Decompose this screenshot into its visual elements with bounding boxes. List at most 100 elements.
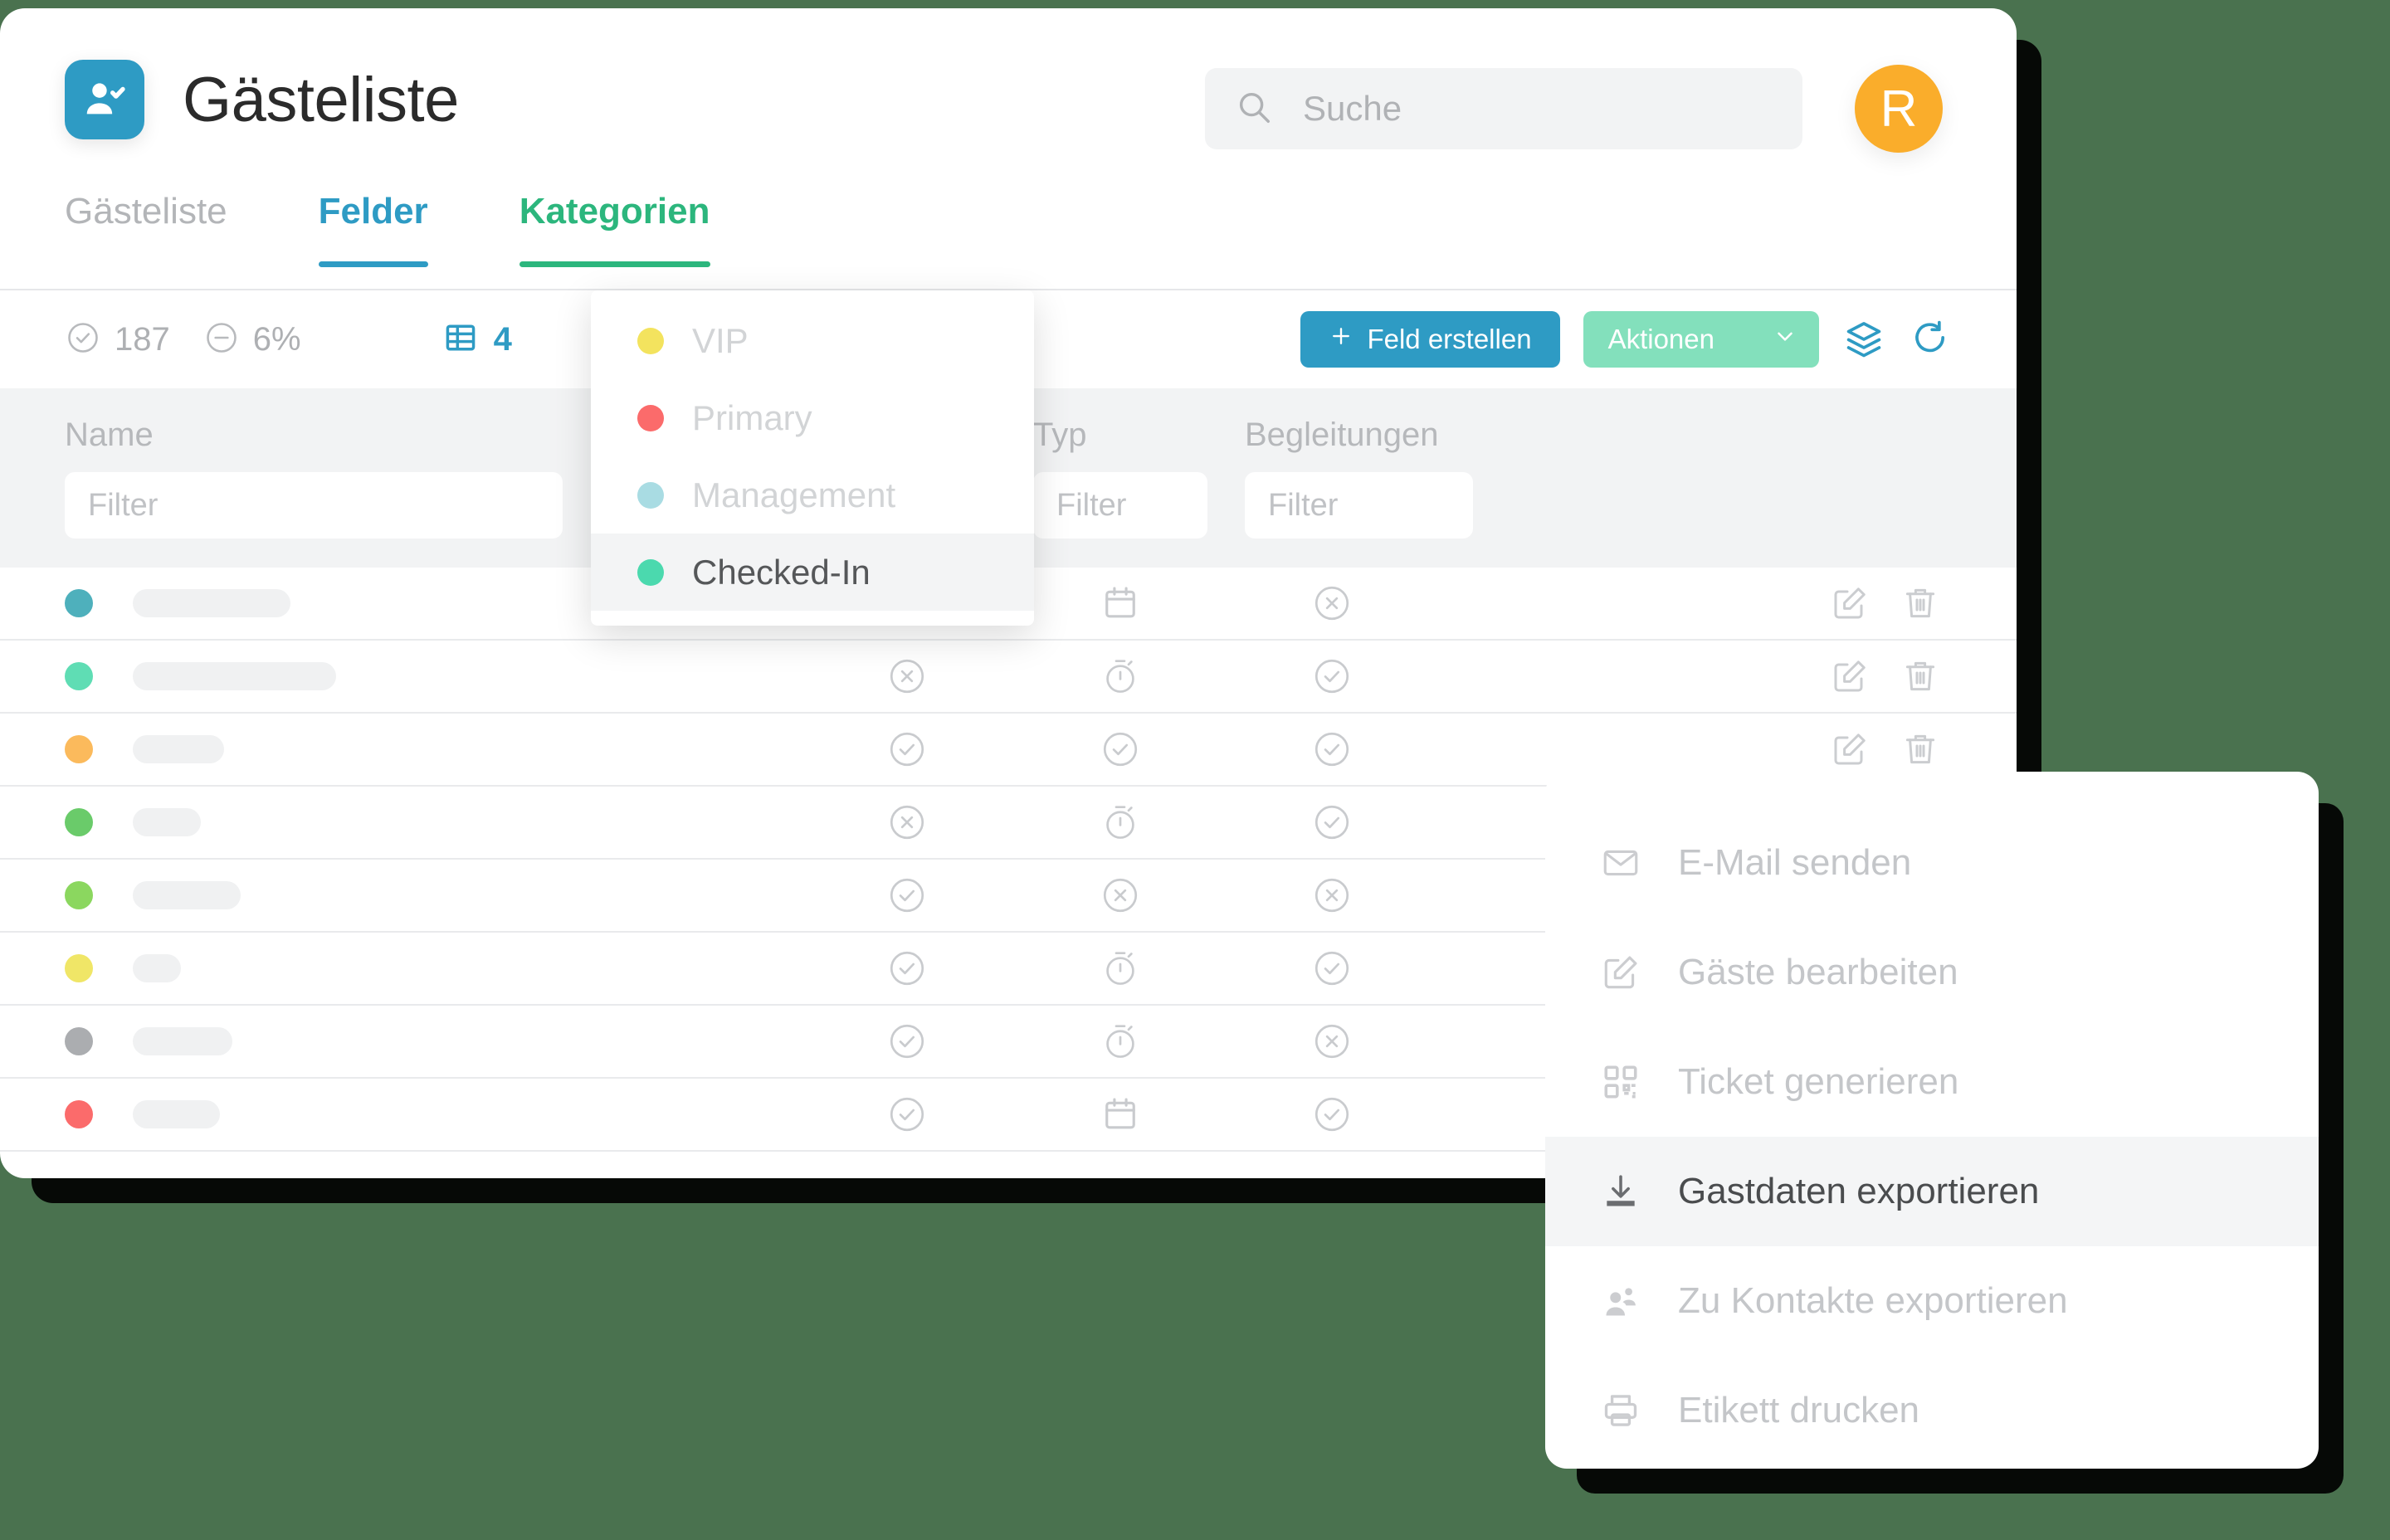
tab-felder[interactable]: Felder (318, 191, 428, 267)
category-color-dot (637, 481, 664, 509)
table-row[interactable] (0, 933, 2017, 1006)
row-delete-icon[interactable] (1900, 583, 1940, 623)
category-option-primary[interactable]: Primary (591, 379, 1034, 456)
menu-item-etikett-drucken[interactable]: Etikett drucken (1545, 1356, 2319, 1465)
row-category-dot (65, 735, 93, 763)
menu-item-label: Ticket generieren (1678, 1061, 1959, 1102)
row-category-dot (65, 808, 93, 836)
category-option-vip[interactable]: VIP (591, 302, 1034, 379)
row-status-1-cross-icon[interactable] (886, 655, 928, 697)
create-field-button[interactable]: Feld erstellen (1300, 311, 1560, 368)
stat-checked-in: 187 (65, 319, 170, 360)
row-name-placeholder (133, 954, 181, 982)
row-name-placeholder (133, 662, 336, 690)
filter-input-begleitungen[interactable]: Filter (1245, 472, 1473, 539)
row-status-begleitungen-cross-icon[interactable] (1311, 1021, 1353, 1062)
table-row[interactable] (0, 641, 2017, 714)
row-category-dot (65, 954, 93, 982)
actions-context-menu: E-Mail senden Gäste bearbeiten Ticket gene… (1545, 772, 2319, 1469)
tab-label: Gästeliste (65, 191, 227, 231)
row-status-1-check-icon[interactable] (886, 948, 928, 989)
stat-value: 4 (493, 320, 512, 358)
row-status-begleitungen-check-icon[interactable] (1311, 655, 1353, 697)
row-status-begleitungen-check-icon[interactable] (1311, 1094, 1353, 1135)
create-field-label: Feld erstellen (1367, 324, 1532, 354)
row-status-begleitungen-cross-icon[interactable] (1311, 875, 1353, 916)
category-option-checked-in[interactable]: Checked-In (591, 534, 1034, 611)
row-delete-icon[interactable] (1900, 656, 1940, 696)
column-label: Typ (1033, 417, 1087, 453)
row-edit-icon[interactable] (1830, 656, 1870, 696)
printer-icon (1600, 1390, 1641, 1431)
menu-item-label: Zu Kontakte exportieren (1678, 1280, 2068, 1321)
row-edit-icon[interactable] (1830, 729, 1870, 769)
check-circle-icon (65, 319, 101, 360)
stat-value: 187 (115, 320, 170, 358)
toolbar-actions: Feld erstellen Aktionen (1300, 311, 1952, 368)
column-label: Begleitungen (1245, 417, 1439, 453)
qr-code-icon (1600, 1061, 1641, 1103)
search-icon (1235, 88, 1273, 130)
row-status-begleitungen-check-icon[interactable] (1311, 729, 1353, 770)
menu-item-e-mail-senden[interactable]: E-Mail senden (1545, 808, 2319, 918)
row-status-typ-timer-icon[interactable] (1100, 1021, 1141, 1062)
row-status-1-check-icon[interactable] (886, 875, 928, 916)
filter-input-typ[interactable]: Filter (1033, 472, 1207, 539)
row-status-typ-timer-icon[interactable] (1100, 948, 1141, 989)
row-status-1-cross-icon[interactable] (886, 802, 928, 843)
row-status-begleitungen-check-icon[interactable] (1311, 948, 1353, 989)
tab-label: Kategorien (519, 191, 710, 231)
row-status-1-check-icon[interactable] (886, 1094, 928, 1135)
row-name-placeholder (133, 589, 290, 617)
row-status-typ-timer-icon[interactable] (1100, 655, 1141, 697)
category-option-management[interactable]: Management (591, 456, 1034, 534)
category-label: Primary (692, 397, 812, 437)
app-window: Gästeliste Suche R Gästeliste Felder (0, 8, 2017, 1178)
row-status-begleitungen-cross-icon[interactable] (1311, 582, 1353, 624)
category-label: Management (692, 475, 896, 514)
tab-underline (65, 261, 227, 267)
row-status-1-check-icon[interactable] (886, 1021, 928, 1062)
stat-value: 6% (252, 320, 301, 358)
menu-item-label: Etikett drucken (1678, 1390, 1920, 1430)
tab-gaesteliste[interactable]: Gästeliste (65, 191, 227, 264)
table-row[interactable] (0, 787, 2017, 860)
category-color-dot (637, 327, 664, 354)
actions-button[interactable]: Aktionen (1583, 311, 1819, 368)
row-edit-icon[interactable] (1830, 583, 1870, 623)
row-status-1-check-icon[interactable] (886, 729, 928, 770)
table-row[interactable] (0, 714, 2017, 787)
menu-item-ticket-generieren[interactable]: Ticket generieren (1545, 1027, 2319, 1137)
tab-kategorien[interactable]: Kategorien (519, 191, 710, 267)
menu-item-g-ste-bearbeiten[interactable]: Gäste bearbeiten (1545, 918, 2319, 1027)
search-input[interactable]: Suche (1205, 68, 1802, 149)
tab-bar: Gästeliste Felder Kategorien (0, 191, 2017, 290)
stat-percentage: 6% (203, 319, 301, 360)
row-name-placeholder (133, 735, 224, 763)
avatar[interactable]: R (1855, 65, 1943, 153)
plus-icon (1329, 324, 1354, 355)
column-name: Name Filter (65, 417, 563, 539)
row-category-dot (65, 1027, 93, 1055)
filter-input-name[interactable]: Filter (65, 472, 563, 539)
row-status-begleitungen-check-icon[interactable] (1311, 802, 1353, 843)
row-delete-icon[interactable] (1900, 729, 1940, 769)
row-status-typ-check-icon[interactable] (1100, 729, 1141, 770)
menu-item-gastdaten-exportieren[interactable]: Gastdaten exportieren (1545, 1137, 2319, 1246)
row-status-typ-cross-icon[interactable] (1100, 875, 1141, 916)
row-status-typ-timer-icon[interactable] (1100, 802, 1141, 843)
column-begleitungen: Begleitungen Filter (1245, 417, 1473, 539)
category-label: Checked-In (692, 552, 871, 592)
stat-fields-count: 4 (442, 319, 512, 360)
categories-dropdown: VIP Primary Management Checked-In (591, 290, 1034, 626)
table-row[interactable] (0, 568, 2017, 641)
row-status-typ-calendar-icon[interactable] (1100, 1094, 1141, 1135)
menu-item-zu-kontakte-exportieren[interactable]: Zu Kontakte exportieren (1545, 1246, 2319, 1356)
contacts-icon (1600, 1280, 1641, 1322)
refresh-icon[interactable] (1909, 318, 1952, 361)
category-label: VIP (692, 320, 749, 360)
row-category-dot (65, 589, 93, 617)
row-status-typ-calendar-icon[interactable] (1100, 582, 1141, 624)
table-icon (442, 319, 479, 360)
layers-icon[interactable] (1842, 318, 1885, 361)
